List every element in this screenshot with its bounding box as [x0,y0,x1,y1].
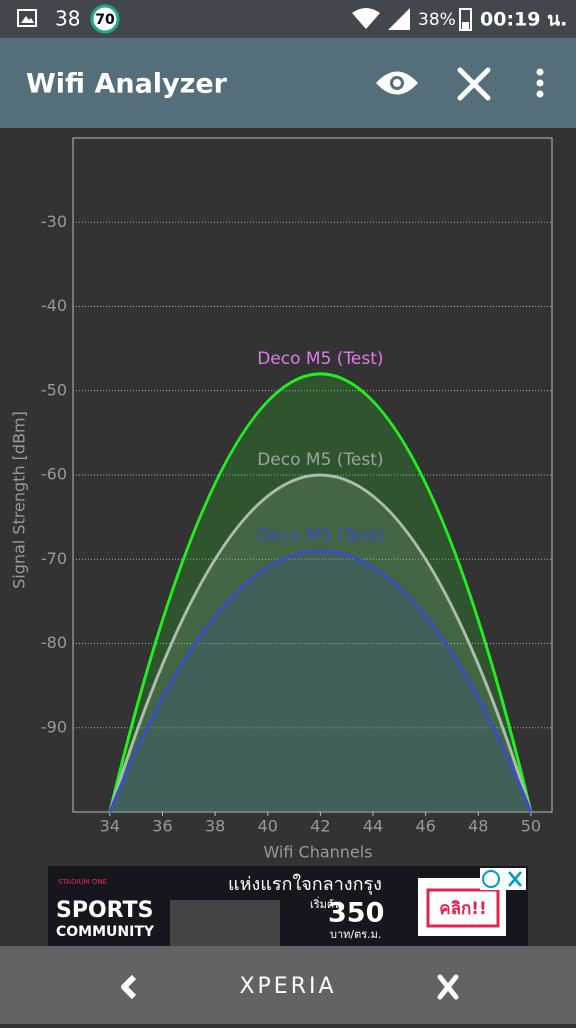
network-label: Deco M5 (Test) [257,349,383,369]
ad-cta-border [426,888,500,928]
clock: 00:19 น. [480,9,567,31]
app-title: Wifi Analyzer [26,69,228,100]
ad-close-icon[interactable] [508,871,522,887]
ad-stadium-image [170,900,280,946]
y-tick-label: -90 [41,717,67,736]
y-tick-label: -50 [41,380,67,399]
nav-bar [0,946,576,1024]
x-tick-label: 46 [415,817,435,836]
ad-controls [480,868,526,890]
signal-curve [108,549,533,813]
battery-icon [459,8,472,31]
y-tick-label: -80 [41,633,67,652]
image-icon [17,9,37,27]
x-tick-label: 50 [521,817,541,836]
signal-curve [108,372,533,813]
x-axis-label: Wifi Channels [263,843,372,862]
ad-price: 350 [328,898,384,929]
x-tick-label: 48 [468,817,488,836]
battery-percent: 38% [418,10,456,30]
signal-curve [108,473,533,813]
tools-button[interactable] [457,67,491,101]
signal-icon [388,8,410,30]
x-tick-label: 34 [100,817,120,836]
chart-background [0,128,576,866]
speed-badge-text: 70 [95,12,115,28]
y-tick-label: -70 [41,549,67,568]
eye-button[interactable] [376,71,418,95]
speed-badge [90,4,120,34]
nav-brand: XPERIA [239,974,336,999]
ad-brand-2: COMMUNITY [56,924,155,940]
ad-brand-1: SPORTS [56,898,153,923]
x-tick-label: 42 [310,817,330,836]
wifi-icon [352,8,380,29]
x-tick-label: 36 [152,817,172,836]
y-tick-label: -30 [41,212,67,231]
network-label: Deco M5 (Test) [257,526,383,546]
ad-cta[interactable]: คลิก!! [439,899,487,919]
y-axis-label: Signal Strength [dBm] [10,411,29,589]
battery-level [462,22,469,29]
x-tick-label: 40 [258,817,278,836]
chart: -30 -40 -50 -60 -70 -80 -90 34 36 38 40 42 44 46 48 50 D… [41,212,552,836]
nav-recent[interactable] [437,974,459,1000]
ad-info-icon[interactable] [482,870,500,888]
ad-price-prefix: เริ่มต้น [310,896,342,911]
app-bar [0,38,576,128]
y-tick-label: -40 [41,296,67,315]
ad-price-unit: บาท/ตร.ม. [330,928,381,941]
image-icon-glyph [21,16,34,23]
ad-brand-small: STADIUM ONE [58,878,107,886]
notification-count: 38 [55,7,80,31]
ad-headline: แห่งแรกใจกลางกรุง [228,873,382,895]
x-tick-label: 44 [363,817,383,836]
nav-back[interactable] [121,974,137,1000]
menu-button[interactable] [536,68,544,98]
network-label: Deco M5 (Test) [257,450,383,470]
y-tick-label: -60 [41,465,67,484]
x-tick-label: 38 [205,817,225,836]
